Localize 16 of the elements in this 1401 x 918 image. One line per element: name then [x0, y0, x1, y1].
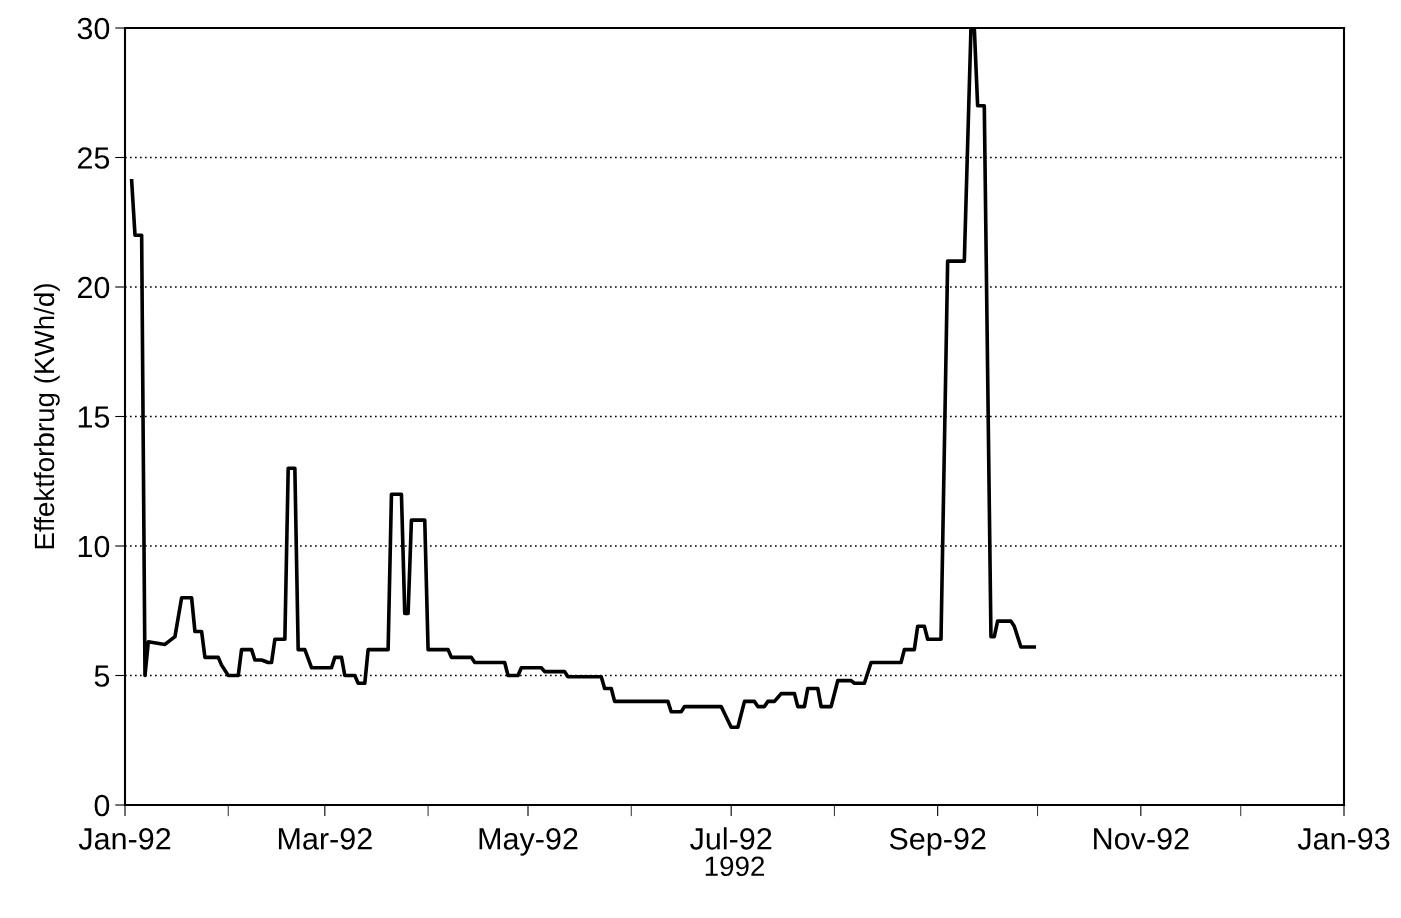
y-tick-label: 30 [77, 17, 110, 40]
y-tick-label: 20 [77, 276, 110, 299]
y-tick-label: 15 [78, 406, 110, 428]
x-tick-label: Nov-92 [1094, 828, 1189, 850]
y-tick-label: 10 [78, 535, 110, 558]
x-tick-label: May-92 [479, 828, 578, 856]
x-tick-label: Jan-93 [1297, 828, 1390, 850]
x-tick-label: Jan-92 [78, 828, 171, 850]
y-tick-label: 5 [94, 665, 110, 687]
x-tick-label: Mar-92 [278, 828, 372, 850]
x-axis-title: 1992 [705, 856, 765, 877]
y-tick-label: 0 [94, 794, 110, 817]
x-tick-label: Jul-92 [690, 827, 772, 850]
x-tick-label: Sep-92 [889, 828, 986, 856]
y-tick-label: 25 [77, 147, 110, 169]
y-axis-title: Effektforbrug (KWh/d) [33, 284, 60, 549]
